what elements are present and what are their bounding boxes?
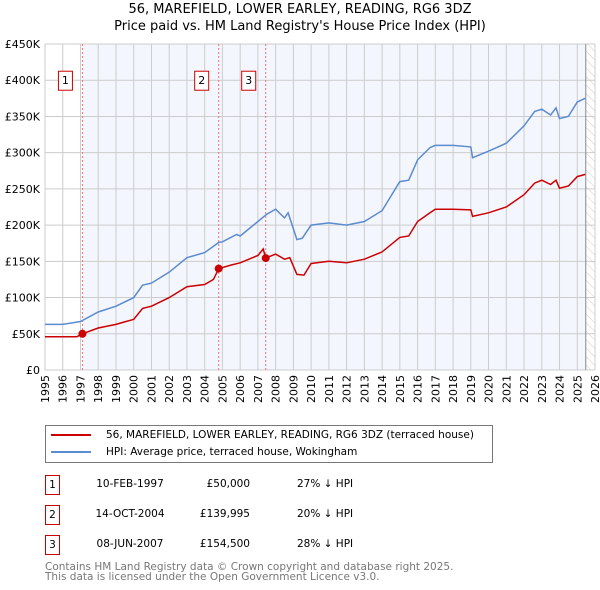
series-line-property	[45, 173, 586, 338]
y-tick-label: £50K	[12, 328, 41, 341]
x-tick-label: 2025	[571, 375, 584, 403]
y-tick-label: £450K	[5, 38, 41, 51]
sale-hpi-diff: 28% ↓ HPI	[297, 538, 354, 550]
sale-label-text: 2	[198, 74, 205, 87]
sale-point	[214, 264, 223, 273]
x-tick-label: 2013	[358, 375, 371, 403]
y-tick-label: £250K	[5, 183, 41, 196]
x-tick-label: 2002	[163, 375, 176, 403]
legend: 56, MAREFIELD, LOWER EARLEY, READING, RG…	[45, 425, 493, 463]
x-tick-label: 1995	[39, 375, 52, 403]
x-tick-label: 2007	[252, 375, 265, 403]
chart-title: 56, MAREFIELD, LOWER EARLEY, READING, RG…	[128, 2, 472, 17]
x-tick-label: 2003	[181, 375, 194, 403]
x-tick-label: 1999	[110, 375, 123, 403]
y-tick-label: £350K	[5, 110, 41, 123]
sale-hpi-diff: 20% ↓ HPI	[297, 508, 354, 520]
legend-swatch-blue	[51, 451, 91, 453]
legend-item-property: 56, MAREFIELD, LOWER EARLEY, READING, RG…	[51, 429, 474, 441]
sale-hpi-diff: 27% ↓ HPI	[297, 478, 354, 490]
x-tick-label: 2004	[199, 375, 212, 403]
x-tick-label: 2011	[323, 375, 336, 403]
sale-point	[261, 254, 270, 263]
x-tick-label: 2015	[394, 375, 407, 403]
sale-row: 3 08-JUN-2007 £154,500 28% ↓ HPI	[45, 535, 465, 555]
x-tick-label: 2026	[589, 375, 600, 403]
x-tick-label: 2017	[429, 375, 442, 403]
x-tick-label: 2020	[483, 375, 496, 403]
x-tick-label: 2005	[216, 375, 229, 403]
ownership-shading	[82, 44, 586, 370]
sale-row: 2 14-OCT-2004 £139,995 20% ↓ HPI	[45, 505, 465, 525]
chart-subtitle: Price paid vs. HM Land Registry's House …	[114, 19, 486, 34]
sale-row: 1 10-FEB-1997 £50,000 27% ↓ HPI	[45, 475, 465, 495]
x-tick-label: 2023	[536, 375, 549, 403]
x-tick-label: 1997	[74, 375, 87, 403]
y-tick-label: £300K	[5, 147, 41, 160]
y-tick-label: £400K	[5, 74, 41, 87]
x-tick-label: 2016	[412, 375, 425, 403]
sale-date: 08-JUN-2007	[96, 538, 164, 550]
y-tick-label: £0	[26, 364, 40, 377]
x-tick-label: 2014	[376, 375, 389, 403]
sale-label-box	[241, 70, 257, 91]
x-tick-label: 1998	[92, 375, 105, 403]
x-tick-label: 2001	[145, 375, 158, 403]
sale-point	[78, 329, 87, 338]
sale-date: 10-FEB-1997	[96, 478, 164, 490]
x-tick-label: 2022	[518, 375, 531, 403]
sale-price: £154,500	[199, 538, 250, 550]
sale-marker-badge: 2	[45, 505, 60, 525]
legend-label: HPI: Average price, terraced house, Woki…	[106, 446, 358, 458]
sale-label-box	[194, 70, 210, 91]
future-hatch-region	[585, 44, 595, 370]
x-tick-label: 2009	[287, 375, 300, 403]
x-tick-label: 2018	[447, 375, 460, 403]
chart-svg: 1995 1996 1997 1998 1999 2000 2001 2002 2003 2004…	[5, 38, 600, 403]
footer-line: Contains HM Land Registry data © Crown c…	[45, 561, 454, 573]
x-tick-label: 2024	[554, 375, 567, 403]
x-tick-label: 2021	[500, 375, 513, 403]
sale-date: 14-OCT-2004	[95, 508, 165, 520]
x-tick-label: 2019	[465, 375, 478, 403]
x-tick-label: 2008	[270, 375, 283, 403]
series-line-hpi	[45, 97, 586, 326]
y-tick-label: £150K	[5, 255, 41, 268]
x-tick-label: 1996	[57, 375, 70, 403]
sale-marker-badge: 3	[45, 535, 60, 555]
sale-label-text: 3	[245, 74, 252, 87]
sale-price: £139,995	[199, 508, 250, 520]
footer-line: This data is licensed under the Open Gov…	[45, 571, 380, 583]
x-tick-label: 2000	[128, 375, 141, 403]
legend-item-hpi: HPI: Average price, terraced house, Woki…	[51, 446, 357, 458]
footer-attribution: Contains HM Land Registry data © Crown c…	[45, 561, 454, 583]
sale-price: £50,000	[206, 478, 250, 490]
sale-label-box	[57, 70, 73, 91]
y-tick-label: £200K	[5, 219, 41, 232]
y-tick-label: £100K	[5, 292, 41, 305]
legend-label: 56, MAREFIELD, LOWER EARLEY, READING, RG…	[106, 429, 474, 441]
x-tick-label: 2006	[234, 375, 247, 403]
sale-label-text: 1	[62, 74, 69, 87]
legend-swatch-red	[51, 434, 91, 436]
x-tick-label: 2012	[341, 375, 354, 403]
x-tick-label: 2010	[305, 375, 318, 403]
sale-marker-badge: 1	[45, 475, 60, 495]
